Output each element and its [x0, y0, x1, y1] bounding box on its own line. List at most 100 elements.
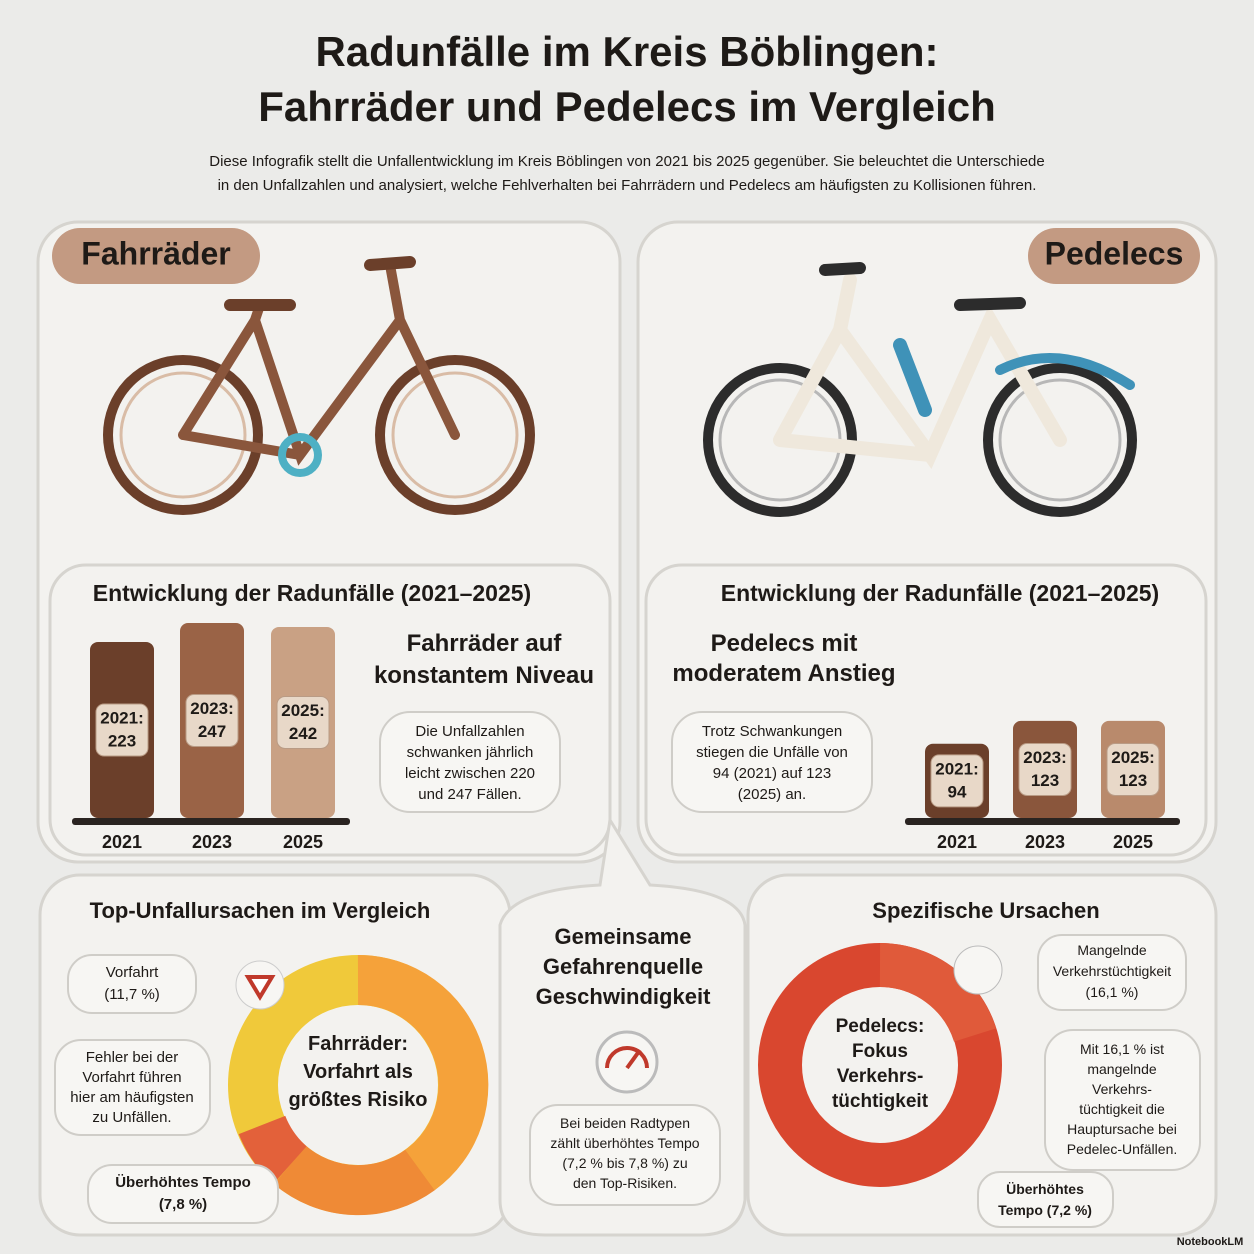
bar-label: 2021:: [100, 708, 143, 727]
text-line: Fahrräder auf: [407, 630, 563, 657]
bar-label-box: [185, 694, 239, 747]
text-line: stiegen die Unfälle von: [696, 744, 848, 761]
bar-label-box: [930, 754, 984, 808]
text-line: Gefahrenquelle: [543, 954, 703, 979]
callout-text: Vorfahrt (11,7 %): [104, 964, 160, 1003]
text-line: Fehler bei der: [86, 1049, 179, 1066]
callout-text: Überhöhtes Tempo (7,2 %): [998, 1181, 1092, 1218]
label-pill: [52, 228, 260, 284]
text-line: Gemeinsame: [555, 924, 692, 949]
chart-title: Entwicklung der Radunfälle (2021–2025): [93, 580, 531, 606]
bar-value: 223: [108, 731, 136, 750]
panel-label: Pedelecs: [1045, 235, 1184, 271]
text-line: (2025) an.: [738, 786, 806, 803]
text-line: Überhöhtes Tempo: [115, 1174, 251, 1191]
headline: Pedelecs mit moderatem Anstieg: [672, 630, 895, 687]
gauge-icon: [595, 1030, 659, 1094]
text-line: hier am häufigsten: [70, 1089, 193, 1106]
donut-center: Pedelecs: Fokus Verkehrs-tüchtigkeit: [832, 1016, 929, 1112]
bar-value: 247: [198, 722, 226, 741]
section-title: Top-Unfallursachen im Vergleich: [90, 898, 431, 923]
text-line: Vorfahrt: [106, 964, 159, 981]
bar-label: 2023:: [1023, 748, 1066, 767]
note-bubble: [529, 1104, 721, 1206]
note: Die Unfallzahlen schwanken jährlich leicht…: [405, 723, 535, 803]
donut-right: [758, 943, 1002, 1187]
callout-text: Mit 16,1 % ist mangelnde Verkehrs-tüchtigk…: [1067, 1041, 1178, 1157]
bar-label: 2023:: [190, 699, 233, 718]
text-line: Bei beiden Radtypen: [560, 1115, 690, 1131]
headline: Fahrräder auf konstantem Niveau: [374, 630, 594, 689]
text-line: 94 (2021) auf 123: [713, 765, 831, 782]
callout-text: Fehler bei der Vorfahrt führen hier am häu…: [70, 1049, 193, 1126]
text-line: konstantem Niveau: [374, 662, 594, 689]
text-line: Vorfahrt führen: [82, 1069, 181, 1086]
text-line: Trotz Schwankungen: [702, 723, 842, 740]
bar-label-box: [1106, 742, 1160, 796]
label-pill: [1028, 228, 1200, 284]
subtitle: Diese Infografik stellt die Unfallentwic…: [209, 153, 1045, 194]
text-line: Verkehrs-: [837, 1066, 924, 1087]
text-line: (11,7 %): [104, 986, 160, 1003]
callout-text: Überhöhtes Tempo (7,8 %): [115, 1174, 251, 1213]
pedelec-icon: [703, 262, 1137, 517]
text-line: (7,8 %): [159, 1196, 207, 1213]
text-line: Mangelnde: [1077, 942, 1146, 958]
text-line: leicht zwischen 220: [405, 765, 535, 782]
callout: [977, 1171, 1114, 1228]
bike-icon: [103, 256, 535, 515]
callout: [1044, 1029, 1201, 1171]
text-line: tüchtigkeit die: [1079, 1101, 1165, 1117]
yield-icon: [244, 975, 276, 1001]
note-bubble: [379, 711, 561, 813]
text-line: zählt überhöhtes Tempo: [550, 1135, 699, 1151]
text-line: schwanken jährlich: [407, 744, 534, 761]
text-line: Geschwindigkeit: [536, 984, 711, 1009]
text-line: Verkehrstüchtigkeit: [1053, 963, 1171, 979]
text-line: in den Unfallzahlen und analysiert, welc…: [218, 177, 1037, 194]
callout: [87, 1164, 279, 1224]
text-line: tüchtigkeit: [832, 1091, 929, 1112]
text-line: Pedelecs:: [836, 1016, 925, 1037]
text-line: Mit 16,1 % ist: [1080, 1041, 1164, 1057]
x-tick-label: 2021: [937, 832, 977, 852]
bar-value: 242: [289, 724, 317, 743]
note: Bei beiden Radtypen zählt überhöhtes Temp…: [550, 1115, 699, 1191]
text-line: mangelnde: [1087, 1061, 1156, 1077]
text-line: zu Unfällen.: [92, 1109, 171, 1126]
title: Radunfälle im Kreis Böblingen: Fahrräder …: [258, 28, 996, 130]
chart-title: Entwicklung der Radunfälle (2021–2025): [721, 580, 1159, 606]
text-line: Diese Infografik stellt die Unfallentwic…: [209, 153, 1045, 170]
text-line: Tempo (7,2 %): [998, 1202, 1092, 1218]
note: Trotz Schwankungen stiegen die Unfälle vo…: [696, 723, 848, 803]
text-line: Pedelec-Unfällen.: [1067, 1141, 1178, 1157]
callout: [1037, 934, 1187, 1011]
text-line: Fahrräder:: [308, 1033, 408, 1055]
bar-value: 123: [1119, 771, 1147, 790]
pedestrian-icon: [953, 945, 1003, 995]
text-line: Fokus: [852, 1041, 908, 1062]
bar-label: 2021:: [935, 759, 978, 778]
baseline: [905, 818, 1180, 825]
text-line: größtes Risiko: [289, 1089, 428, 1111]
callout: [54, 1039, 211, 1136]
callout-text: Mangelnde Verkehrstüchtigkeit (16,1 %): [1053, 942, 1171, 1000]
text-line: Verkehrs-: [1092, 1081, 1152, 1097]
bar-label-box: [1018, 742, 1072, 796]
section-title: Gemeinsame Gefahrenquelle Geschwindigkeit: [536, 924, 711, 1009]
text-line: den Top-Risiken.: [573, 1175, 677, 1191]
x-tick-label: 2021: [102, 832, 142, 852]
bar-value: 94: [948, 782, 967, 801]
bar-label: 2025:: [281, 701, 324, 720]
bar-label: 2025:: [1111, 748, 1154, 767]
bar-label-box: [276, 695, 330, 749]
text-line: (16,1 %): [1086, 984, 1139, 1000]
text-line: Radunfälle im Kreis Böblingen:: [315, 28, 938, 75]
donut-center: Fahrräder: Vorfahrt als größtes Risiko: [289, 1033, 428, 1111]
panel-label: Fahrräder: [81, 235, 230, 271]
footer: NotebookLM: [1177, 1236, 1244, 1248]
text-line: Vorfahrt als: [303, 1061, 413, 1083]
text-line: moderatem Anstieg: [672, 660, 895, 687]
text-line: Pedelecs mit: [711, 630, 858, 657]
